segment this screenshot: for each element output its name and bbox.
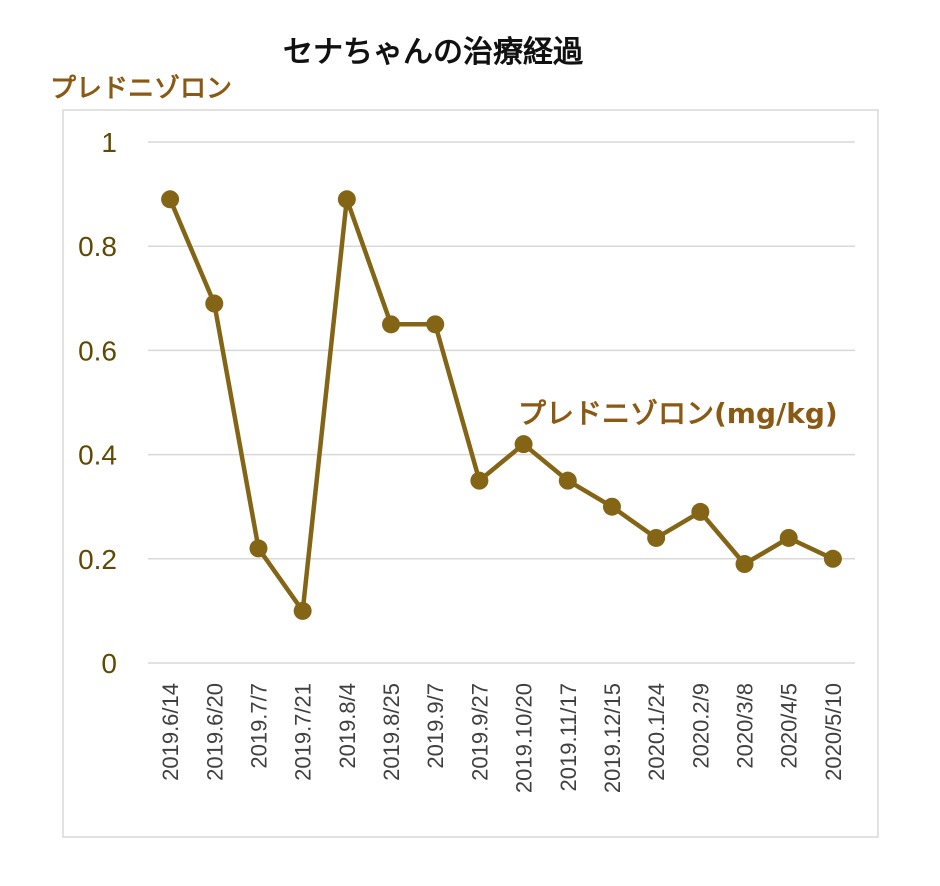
- y-tick-labels: 0 0.2 0.4 0.6 0.8 1: [78, 127, 117, 679]
- x-tick-label: 2020/5/10: [821, 683, 846, 781]
- y-tick-label: 0: [101, 648, 117, 679]
- x-tick-label: 2020/4/5: [777, 683, 802, 769]
- data-point: [735, 555, 754, 574]
- x-tick-label: 2019.12/15: [600, 683, 625, 793]
- x-tick-label: 2019.11/17: [556, 683, 581, 791]
- y-tick-label: 0.8: [78, 231, 117, 262]
- x-tick-label: 2019.7/21: [291, 683, 316, 781]
- data-point: [161, 190, 180, 209]
- data-point: [337, 190, 356, 209]
- x-tick-label: 2020/3/8: [733, 683, 758, 769]
- x-tick-label: 2019.10/20: [512, 683, 537, 793]
- series-group: [161, 190, 842, 620]
- x-tick-labels: 2019.6/14 2019.6/20 2019.7/7 2019.7/21 2019.…: [158, 683, 846, 793]
- x-tick-label: 2019.8/25: [379, 683, 404, 781]
- series-label: プレドニゾロン(mg/kg): [518, 397, 838, 430]
- chart-title: セナちゃんの治療経過: [283, 35, 584, 70]
- x-tick-label: 2019.8/4: [335, 683, 360, 769]
- x-tick-label: 2019.6/14: [158, 683, 183, 781]
- data-point: [779, 528, 798, 547]
- y-tick-label: 0.4: [78, 440, 117, 471]
- x-tick-label: 2020.2/9: [688, 683, 713, 769]
- x-tick-label: 2019.9/7: [423, 683, 448, 769]
- plot-frame: [62, 109, 879, 838]
- x-tick-label: 2019.6/20: [202, 683, 227, 781]
- data-point: [514, 435, 533, 454]
- data-point: [426, 315, 445, 334]
- x-tick-label: 2019.9/27: [467, 683, 492, 781]
- data-point: [205, 294, 224, 313]
- x-tick-label: 2020.1/24: [644, 683, 669, 781]
- y-tick-label: 0.2: [78, 544, 117, 575]
- data-point: [823, 549, 842, 568]
- y-tick-label: 1: [101, 127, 117, 158]
- series-line: [167, 197, 836, 614]
- data-point: [382, 315, 401, 334]
- x-tick-label: 2019.7/7: [246, 683, 271, 769]
- data-point: [602, 497, 621, 516]
- data-point: [647, 528, 666, 547]
- data-point: [691, 502, 710, 521]
- data-point: [558, 471, 577, 490]
- data-point: [470, 471, 489, 490]
- data-point: [293, 601, 312, 620]
- y-axis-label: プレドニゾロン: [50, 73, 232, 104]
- data-point: [249, 539, 268, 558]
- y-tick-label: 0.6: [78, 335, 117, 366]
